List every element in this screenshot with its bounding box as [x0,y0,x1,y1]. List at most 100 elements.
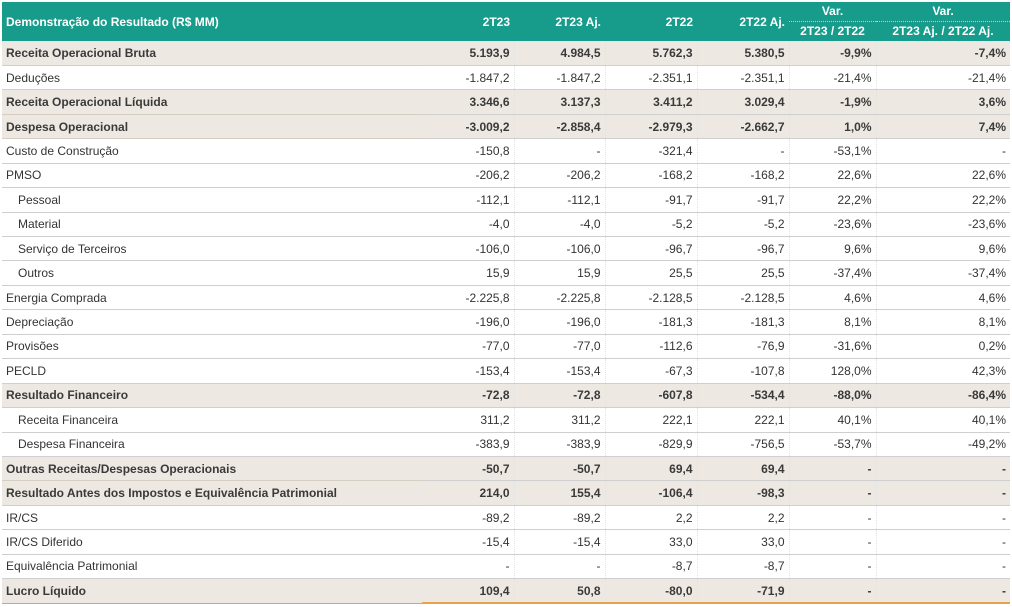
cell-2t23: 214,0 [422,480,514,506]
row-label: IR/CS Diferido [2,529,422,555]
cell-2t23: -89,2 [422,505,514,531]
row-label: Despesa Financeira [2,432,422,457]
cell-var: 22,2% [788,187,876,213]
cell-2t23-aj: - [513,554,605,580]
cell-2t22-aj: -91,7 [696,187,789,213]
cell-2t23: -77,0 [422,334,514,360]
cell-var-adjusted: - [875,529,1010,555]
table-row: Despesa Operacional -3.009,2 -2.858,4 -2.97… [2,114,1010,140]
cell-2t23: -72,8 [422,383,514,409]
table-row: IR/CS -89,2 -89,2 2,2 2,2- - [2,505,1010,531]
cell-2t23-aj: 311,2 [513,407,605,433]
row-label: Pessoal [2,187,422,213]
cell-var-adjusted: - [875,138,1010,164]
cell-2t22: 69,4 [604,456,697,482]
row-label: IR/CS [2,505,422,531]
table-row: PMSO -206,2 -206,2 -168,2 -168,2 22,6% 22,6% [2,163,1010,189]
table-body: Receita Operacional Bruta 5.193,9 4.984,5 5… [2,41,1010,605]
cell-2t23: -150,8 [422,138,514,164]
header-row: Demonstração do Resultado (R$ MM) 2T23 2… [2,2,1010,41]
table-row: IR/CS Diferido -15,4 -15,4 33,0 33,0- - [2,529,1010,555]
cell-var-adjusted: 9,6% [875,236,1010,262]
cell-2t22-aj: -2.128,5 [696,285,789,311]
cell-2t23: -106,0 [422,236,514,262]
row-label: Resultado Antes dos Impostos e Equivalên… [2,480,422,506]
row-label: Serviço de Terceiros [2,236,422,262]
cell-2t22-aj: -71,9 [696,578,789,605]
header-label: Demonstração do Resultado (R$ MM) [2,2,422,41]
cell-var-adjusted: 4,6% [875,285,1010,311]
cell-2t23: 15,9 [422,260,514,286]
cell-2t23-aj: -72,8 [513,383,605,409]
cell-2t22-aj: 25,5 [696,260,789,286]
cell-2t23-aj: - [513,138,605,164]
table-row: PECLD -153,4 -153,4 -67,3 -107,8 128,0% 42,3% [2,358,1010,384]
cell-var: -31,6% [788,334,876,360]
cell-2t22: -181,3 [604,309,697,335]
header-2t22: 2T22 [605,2,697,41]
table-row: Material -4,0 -4,0 -5,2 -5,2 -23,6% -23,6% [2,212,1010,238]
cell-2t22-aj: -76,9 [696,334,789,360]
cell-2t22: -91,7 [604,187,697,213]
row-label: Receita Financeira [2,407,422,433]
cell-2t23-aj: -153,4 [513,358,605,384]
table-header: Demonstração do Resultado (R$ MM) 2T23 2… [2,2,1010,41]
cell-var-adjusted: -49,2% [875,432,1010,457]
table-row: Provisões -77,0 -77,0 -112,6 -76,9 -31,6% 0,2% [2,334,1010,360]
cell-2t23-aj: -2.225,8 [513,285,605,311]
row-label: Provisões [2,334,422,360]
cell-2t22: 2,2 [604,505,697,531]
table-row: Resultado Financeiro -72,8 -72,8 -607,8 -534… [2,383,1010,409]
table-row: Custo de Construção -150,8- -321,4- -53,1% - [2,138,1010,164]
table-row: Outras Receitas/Despesas Operacionais -50… [2,456,1010,482]
cell-2t22: 3.411,2 [604,89,697,115]
cell-2t22-aj: -2.662,7 [696,114,789,140]
cell-var-adjusted: -7,4% [875,41,1010,66]
cell-2t23-aj: -77,0 [513,334,605,360]
cell-var-adjusted: - [875,456,1010,482]
cell-2t23: -153,4 [422,358,514,384]
cell-2t23: -196,0 [422,309,514,335]
cell-var: -88,0% [788,383,876,409]
cell-2t23-aj: -50,7 [513,456,605,482]
cell-2t22: -67,3 [604,358,697,384]
cell-2t23: - [422,554,514,580]
row-label: Depreciação [2,309,422,335]
header-2t23-aj: 2T23 Aj. [514,2,605,41]
cell-2t22-aj: 69,4 [696,456,789,482]
cell-var: - [788,456,876,482]
cell-2t22-aj: 33,0 [696,529,789,555]
cell-2t22-aj: -2.351,1 [696,65,789,91]
row-label: Despesa Operacional [2,114,422,140]
cell-var: 40,1% [788,407,876,433]
cell-2t23: -3.009,2 [422,114,514,140]
cell-2t23: -383,9 [422,432,514,457]
cell-2t22-aj: -181,3 [696,309,789,335]
table-row: Lucro Líquido 109,4 50,8 -80,0 -71,9- - [2,578,1010,605]
cell-var-adjusted: 22,6% [875,163,1010,189]
cell-var: - [788,480,876,506]
header-var-adjusted: Var. 2T23 Aj. / 2T22 Aj. [876,2,1010,41]
cell-2t22-aj: 222,1 [696,407,789,433]
cell-2t23-aj: -196,0 [513,309,605,335]
cell-2t22: -8,7 [604,554,697,580]
cell-2t23-aj: 155,4 [513,480,605,506]
cell-2t23-aj: -1.847,2 [513,65,605,91]
cell-2t22: -80,0 [604,578,697,605]
cell-2t23-aj: 3.137,3 [513,89,605,115]
row-label: Receita Operacional Líquida [2,89,422,115]
cell-2t23-aj: -383,9 [513,432,605,457]
table-row: Resultado Antes dos Impostos e Equivalên… [2,480,1010,506]
cell-2t22-aj: -534,4 [696,383,789,409]
row-label: Receita Operacional Bruta [2,41,422,66]
table-row: Serviço de Terceiros -106,0 -106,0 -96,7 -96… [2,236,1010,262]
row-label: Deduções [2,65,422,91]
cell-var: - [788,505,876,531]
cell-2t22-aj: 2,2 [696,505,789,531]
header-var-label: Var. [821,4,844,18]
cell-2t22: -168,2 [604,163,697,189]
cell-2t22-aj: -168,2 [696,163,789,189]
cell-2t23: 109,4 [422,578,514,605]
